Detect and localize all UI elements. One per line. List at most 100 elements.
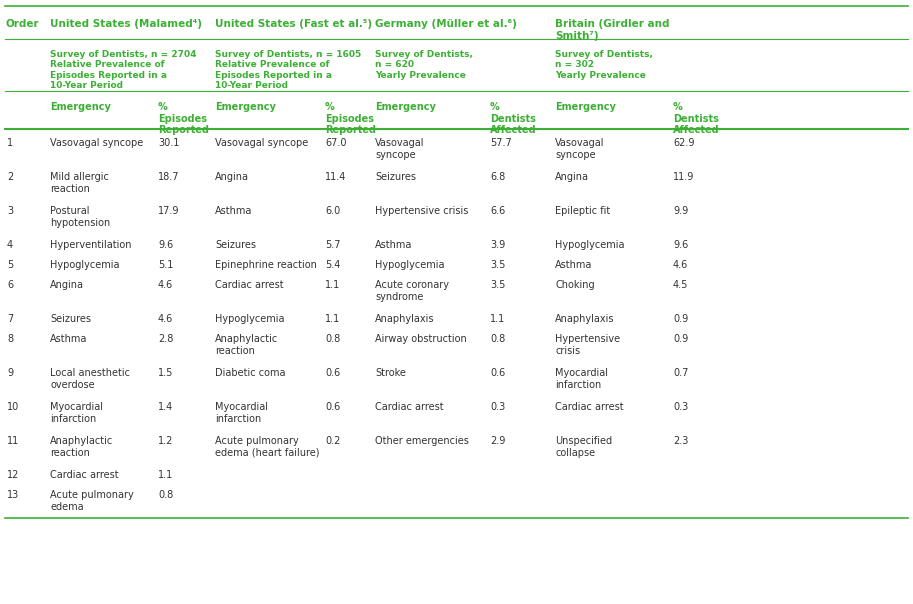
Text: 6.6: 6.6 bbox=[490, 206, 505, 216]
Text: Diabetic coma: Diabetic coma bbox=[215, 368, 286, 378]
Text: 2: 2 bbox=[7, 172, 14, 182]
Text: Angina: Angina bbox=[215, 172, 249, 182]
Text: 2.9: 2.9 bbox=[490, 436, 506, 446]
Text: Local anesthetic
overdose: Local anesthetic overdose bbox=[50, 368, 130, 390]
Text: 1.2: 1.2 bbox=[158, 436, 173, 446]
Text: 3: 3 bbox=[7, 206, 13, 216]
Text: 62.9: 62.9 bbox=[673, 138, 695, 148]
Text: Angina: Angina bbox=[50, 280, 84, 290]
Text: 0.6: 0.6 bbox=[325, 402, 341, 412]
Text: Acute pulmonary
edema: Acute pulmonary edema bbox=[50, 490, 133, 512]
Text: Myocardial
infarction: Myocardial infarction bbox=[555, 368, 608, 390]
Text: Germany (Müller et al.⁶): Germany (Müller et al.⁶) bbox=[375, 19, 517, 29]
Text: 67.0: 67.0 bbox=[325, 138, 347, 148]
Text: Cardiac arrest: Cardiac arrest bbox=[555, 402, 624, 412]
Text: Other emergencies: Other emergencies bbox=[375, 436, 469, 446]
Text: 0.8: 0.8 bbox=[158, 490, 173, 500]
Text: Emergency: Emergency bbox=[375, 102, 436, 112]
Text: 6.0: 6.0 bbox=[325, 206, 341, 216]
Text: 0.6: 0.6 bbox=[490, 368, 505, 378]
Text: 4: 4 bbox=[7, 240, 13, 250]
Text: Survey of Dentists,
n = 302
Yearly Prevalence: Survey of Dentists, n = 302 Yearly Preva… bbox=[555, 50, 653, 80]
Text: 4.6: 4.6 bbox=[673, 260, 688, 270]
Text: 13: 13 bbox=[7, 490, 19, 500]
Text: 4.5: 4.5 bbox=[673, 280, 688, 290]
Text: %
Episodes
Reported: % Episodes Reported bbox=[158, 102, 209, 135]
Text: 4.6: 4.6 bbox=[158, 314, 173, 324]
Text: Hypoglycemia: Hypoglycemia bbox=[555, 240, 624, 250]
Text: Britain (Girdler and
Smith⁷): Britain (Girdler and Smith⁷) bbox=[555, 19, 669, 40]
Text: 2.8: 2.8 bbox=[158, 334, 173, 344]
Text: 1.4: 1.4 bbox=[158, 402, 173, 412]
Text: 4.6: 4.6 bbox=[158, 280, 173, 290]
Text: 5.4: 5.4 bbox=[325, 260, 341, 270]
Text: Myocardial
infarction: Myocardial infarction bbox=[50, 402, 103, 423]
Text: 5: 5 bbox=[7, 260, 14, 270]
Text: Hyperventilation: Hyperventilation bbox=[50, 240, 131, 250]
Text: 9.9: 9.9 bbox=[673, 206, 688, 216]
Text: Vasovagal syncope: Vasovagal syncope bbox=[215, 138, 309, 148]
Text: 11.4: 11.4 bbox=[325, 172, 346, 182]
Text: Seizures: Seizures bbox=[50, 314, 91, 324]
Text: Asthma: Asthma bbox=[375, 240, 413, 250]
Text: Myocardial
infarction: Myocardial infarction bbox=[215, 402, 268, 423]
Text: Hypertensive
crisis: Hypertensive crisis bbox=[555, 334, 620, 356]
Text: 0.7: 0.7 bbox=[673, 368, 688, 378]
Text: 5.7: 5.7 bbox=[325, 240, 341, 250]
Text: Hypertensive crisis: Hypertensive crisis bbox=[375, 206, 468, 216]
Text: 11.9: 11.9 bbox=[673, 172, 695, 182]
Text: Acute pulmonary
edema (heart failure): Acute pulmonary edema (heart failure) bbox=[215, 436, 320, 458]
Text: 1.1: 1.1 bbox=[158, 470, 173, 480]
Text: Asthma: Asthma bbox=[555, 260, 593, 270]
Text: Vasovagal
syncope: Vasovagal syncope bbox=[555, 138, 604, 159]
Text: 11: 11 bbox=[7, 436, 19, 446]
Text: 6.8: 6.8 bbox=[490, 172, 505, 182]
Text: 57.7: 57.7 bbox=[490, 138, 512, 148]
Text: Seizures: Seizures bbox=[215, 240, 256, 250]
Text: 0.9: 0.9 bbox=[673, 334, 688, 344]
Text: Emergency: Emergency bbox=[555, 102, 616, 112]
Text: Stroke: Stroke bbox=[375, 368, 406, 378]
Text: Unspecified
collapse: Unspecified collapse bbox=[555, 436, 612, 458]
Text: Epinephrine reaction: Epinephrine reaction bbox=[215, 260, 317, 270]
Text: Cardiac arrest: Cardiac arrest bbox=[50, 470, 119, 480]
Text: Hypoglycemia: Hypoglycemia bbox=[375, 260, 445, 270]
Text: 9.6: 9.6 bbox=[158, 240, 173, 250]
Text: Anaphylactic
reaction: Anaphylactic reaction bbox=[215, 334, 278, 356]
Text: Airway obstruction: Airway obstruction bbox=[375, 334, 467, 344]
Text: Cardiac arrest: Cardiac arrest bbox=[215, 280, 284, 290]
Text: 12: 12 bbox=[7, 470, 19, 480]
Text: Postural
hypotension: Postural hypotension bbox=[50, 206, 110, 228]
Text: Seizures: Seizures bbox=[375, 172, 416, 182]
Text: 0.9: 0.9 bbox=[673, 314, 688, 324]
Text: Vasovagal syncope: Vasovagal syncope bbox=[50, 138, 143, 148]
Text: 0.2: 0.2 bbox=[325, 436, 341, 446]
Text: 0.3: 0.3 bbox=[673, 402, 688, 412]
Text: Anaphylaxis: Anaphylaxis bbox=[555, 314, 614, 324]
Text: Anaphylaxis: Anaphylaxis bbox=[375, 314, 435, 324]
Text: %
Episodes
Reported: % Episodes Reported bbox=[325, 102, 376, 135]
Text: Acute coronary
syndrome: Acute coronary syndrome bbox=[375, 280, 449, 301]
Text: 7: 7 bbox=[7, 314, 14, 324]
Text: Asthma: Asthma bbox=[50, 334, 88, 344]
Text: 3.9: 3.9 bbox=[490, 240, 505, 250]
Text: Anaphylactic
reaction: Anaphylactic reaction bbox=[50, 436, 113, 458]
Text: 1.1: 1.1 bbox=[490, 314, 505, 324]
Text: Choking: Choking bbox=[555, 280, 594, 290]
Text: %
Dentists
Affected: % Dentists Affected bbox=[490, 102, 537, 135]
Text: Angina: Angina bbox=[555, 172, 589, 182]
Text: Cardiac arrest: Cardiac arrest bbox=[375, 402, 444, 412]
Text: 1.5: 1.5 bbox=[158, 368, 173, 378]
Text: 18.7: 18.7 bbox=[158, 172, 180, 182]
Text: 2.3: 2.3 bbox=[673, 436, 688, 446]
Text: Epileptic fit: Epileptic fit bbox=[555, 206, 610, 216]
Text: 9: 9 bbox=[7, 368, 13, 378]
Text: 1.1: 1.1 bbox=[325, 280, 341, 290]
Text: Emergency: Emergency bbox=[215, 102, 276, 112]
Text: 1: 1 bbox=[7, 138, 13, 148]
Text: 0.6: 0.6 bbox=[325, 368, 341, 378]
Text: 10: 10 bbox=[7, 402, 19, 412]
Text: United States (Fast et al.⁵): United States (Fast et al.⁵) bbox=[215, 19, 373, 29]
Text: 0.8: 0.8 bbox=[490, 334, 505, 344]
Text: Asthma: Asthma bbox=[215, 206, 252, 216]
